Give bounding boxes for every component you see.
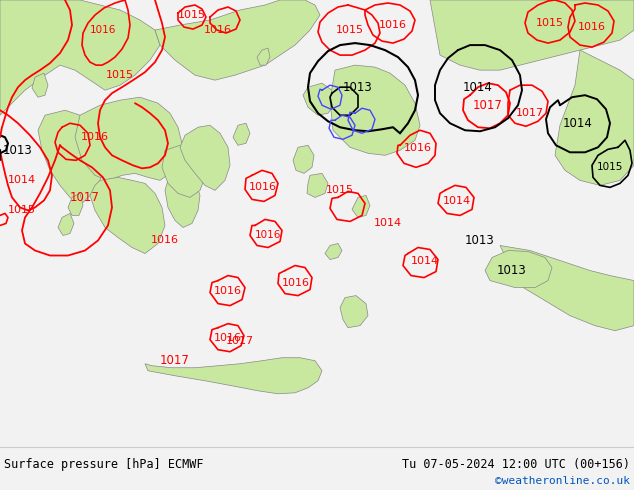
Text: 1016: 1016 <box>90 25 116 35</box>
Text: 1015: 1015 <box>336 25 364 35</box>
Polygon shape <box>352 196 370 218</box>
Text: 1014: 1014 <box>563 117 593 130</box>
Text: 1016: 1016 <box>151 236 179 245</box>
Polygon shape <box>162 146 205 197</box>
Polygon shape <box>90 177 165 253</box>
Text: 1016: 1016 <box>214 286 242 295</box>
Polygon shape <box>32 73 48 97</box>
Text: 1016: 1016 <box>255 230 281 241</box>
Text: 1013: 1013 <box>465 234 495 247</box>
Text: 1017: 1017 <box>70 191 100 204</box>
Polygon shape <box>0 0 160 115</box>
Text: 1015: 1015 <box>326 185 354 196</box>
Text: 1016: 1016 <box>404 143 432 153</box>
Polygon shape <box>58 214 74 236</box>
Polygon shape <box>68 194 83 216</box>
Text: 1016: 1016 <box>81 132 109 142</box>
Polygon shape <box>325 244 342 260</box>
Polygon shape <box>293 146 314 173</box>
Text: 1013: 1013 <box>343 81 373 94</box>
Polygon shape <box>303 83 335 115</box>
Polygon shape <box>307 173 328 197</box>
Text: 1016: 1016 <box>578 22 606 32</box>
Polygon shape <box>485 250 552 288</box>
Text: Surface pressure [hPa] ECMWF: Surface pressure [hPa] ECMWF <box>4 458 204 471</box>
Text: ©weatheronline.co.uk: ©weatheronline.co.uk <box>495 476 630 486</box>
Text: 1013: 1013 <box>3 144 33 157</box>
Text: 1014: 1014 <box>443 196 471 206</box>
Text: 1015: 1015 <box>536 18 564 28</box>
Polygon shape <box>257 48 270 65</box>
Text: 1015: 1015 <box>8 205 36 216</box>
Text: 1015: 1015 <box>178 10 206 20</box>
Polygon shape <box>75 97 182 180</box>
Polygon shape <box>555 50 634 185</box>
Text: 1017: 1017 <box>226 336 254 345</box>
Text: 1015: 1015 <box>597 162 623 172</box>
Polygon shape <box>340 295 368 328</box>
Text: 1017: 1017 <box>473 98 503 112</box>
Polygon shape <box>180 125 230 191</box>
Text: 1014: 1014 <box>411 255 439 266</box>
Text: 1016: 1016 <box>282 277 310 288</box>
Polygon shape <box>165 171 200 227</box>
Polygon shape <box>233 123 250 146</box>
Text: 1016: 1016 <box>214 333 242 343</box>
Polygon shape <box>155 0 320 80</box>
Text: 1015: 1015 <box>106 70 134 80</box>
Text: 1014: 1014 <box>463 81 493 94</box>
Text: 1013: 1013 <box>497 264 527 277</box>
Text: 1017: 1017 <box>160 354 190 367</box>
Polygon shape <box>500 245 634 331</box>
Text: 1016: 1016 <box>249 182 277 193</box>
Text: 1016: 1016 <box>204 25 232 35</box>
Polygon shape <box>38 110 105 205</box>
Text: 1016: 1016 <box>379 20 407 30</box>
Text: 1014: 1014 <box>374 219 402 228</box>
Polygon shape <box>145 358 322 394</box>
Text: Tu 07-05-2024 12:00 UTC (00+156): Tu 07-05-2024 12:00 UTC (00+156) <box>402 458 630 471</box>
Polygon shape <box>430 0 634 70</box>
Text: 1017: 1017 <box>516 108 544 118</box>
Polygon shape <box>330 65 420 155</box>
Text: 1014: 1014 <box>8 175 36 185</box>
